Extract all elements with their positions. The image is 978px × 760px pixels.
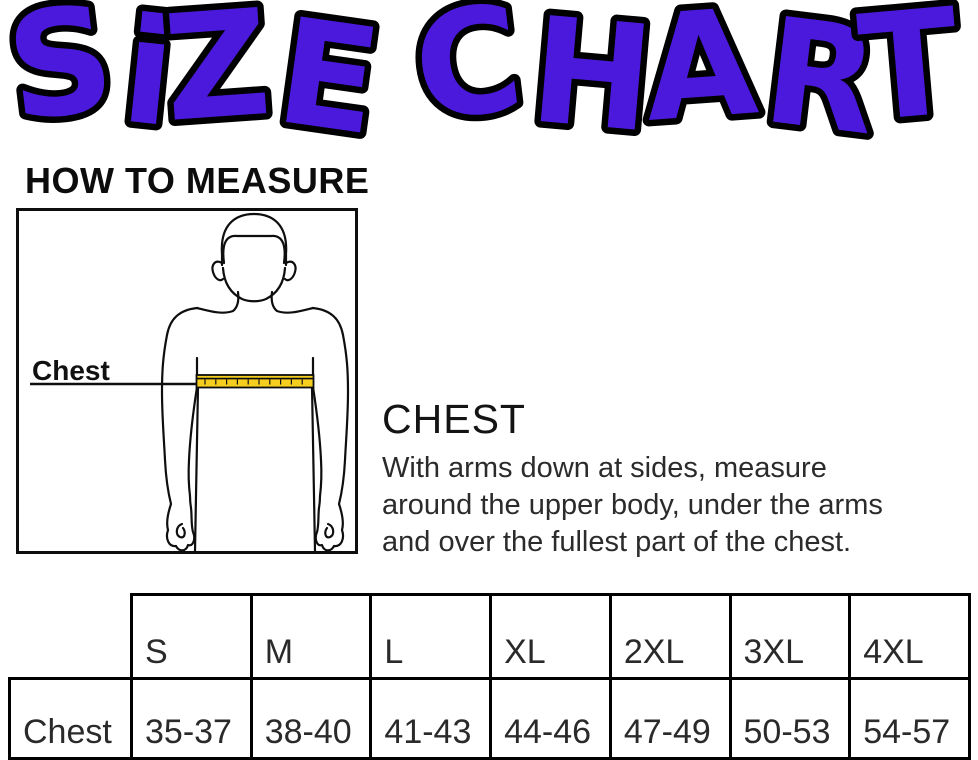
measuring-tape (195, 374, 315, 389)
measurement-diagram: Chest (16, 208, 358, 554)
chest-section-heading: CHEST (382, 396, 526, 442)
how-to-measure-heading: HOW TO MEASURE (25, 160, 370, 201)
size-column-header: S (130, 593, 253, 680)
row-label-chest: Chest (8, 677, 133, 760)
chest-callout-label: Chest (32, 355, 110, 386)
size-range-cell: 38-40 (249, 677, 373, 760)
title-text: SiZE CHART (0, 0, 966, 158)
torso-line-drawing (160, 212, 350, 553)
size-range-cell: 44-46 (489, 677, 612, 760)
size-table: S M L XL 2XL 3XL 4XL Chest 35-37 38-40 4… (8, 593, 971, 760)
size-column-header: 2XL (608, 593, 732, 680)
size-range-cell: 35-37 (130, 677, 253, 760)
size-column-header: L (369, 593, 493, 680)
size-column-header: M (249, 593, 373, 680)
size-chart-title: SiZE CHART (0, 0, 972, 158)
chest-instructions: With arms down at sides, measure around … (382, 450, 883, 561)
size-range-cell: 50-53 (728, 677, 852, 760)
size-range-cell: 54-57 (848, 677, 971, 760)
size-column-header: 4XL (848, 593, 971, 680)
size-table-header-row: S M L XL 2XL 3XL 4XL (10, 593, 971, 680)
size-column-header: XL (489, 593, 612, 680)
size-range-cell: 47-49 (608, 677, 732, 760)
size-table-data-row: Chest 35-37 38-40 41-43 44-46 47-49 50-5… (8, 677, 971, 760)
tape-tick-marks (204, 379, 303, 385)
instruction-line: around the upper body, under the arms (382, 489, 883, 521)
empty-corner-cell (10, 595, 132, 679)
instruction-line: With arms down at sides, measure (382, 452, 827, 484)
size-column-header: 3XL (728, 593, 852, 680)
instruction-line: and over the fullest part of the chest. (382, 526, 852, 558)
size-range-cell: 41-43 (369, 677, 493, 760)
tape-band (195, 374, 315, 389)
